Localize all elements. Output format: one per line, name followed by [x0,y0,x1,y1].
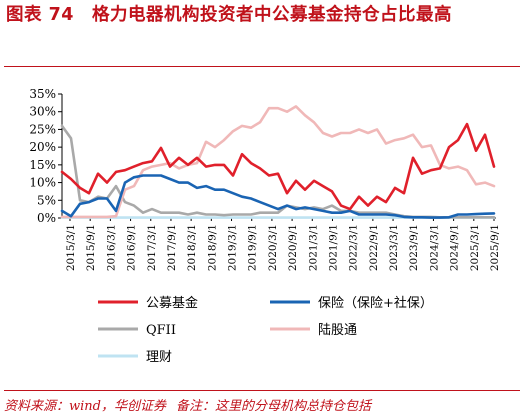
x-tick-label: 2024/3/1 [428,224,440,271]
y-tick-label: 30% [29,105,56,119]
x-tick-label: 2025/9/1 [489,224,501,271]
x-tick-label: 2016/9/1 [126,224,138,271]
x-tick-label: 2023/3/1 [388,224,400,271]
x-tick-label: 2023/9/1 [408,224,420,271]
x-tick-label: 2021/3/1 [307,224,319,271]
x-tick-label: 2025/3/1 [469,224,481,271]
series-line-insurance [60,174,496,219]
x-tick-label: 2022/3/1 [348,224,360,271]
x-tick-label: 2015/3/1 [65,224,77,271]
legend-label-wealth: 理财 [146,350,172,365]
legend-label-insurance: 保险（保险+社保） [318,295,433,311]
chart-title: 图表 74 格力电器机构投资者中公募基金持仓占比最高 [6,2,518,29]
note-text: 备注：这里的分母机构总持仓包括 [175,399,371,414]
x-tick-label: 2024/9/1 [449,224,461,271]
legend-label-fund: 公募基金 [146,295,198,311]
title-rule [4,66,520,67]
x-tick-label: 2016/3/1 [105,224,117,271]
legend-label-hk: 陆股通 [318,322,357,338]
series-line-hk [60,105,496,219]
series-line-fund [60,122,496,211]
y-tick-label: 5% [37,193,56,207]
x-tick-label: 2020/3/1 [267,224,279,271]
x-tick-label: 2019/3/1 [227,224,239,271]
footer: 资料来源：wind，华创证券 备注：这里的分母机构总持仓包括 [4,395,371,414]
figure-number: 图表 74 [6,5,74,25]
y-tick-label: 35% [29,87,56,101]
x-tick-label: 2021/9/1 [327,224,339,271]
x-tick-label: 2017/9/1 [166,224,178,271]
y-tick-label: 10% [29,176,56,190]
legend-label-qfii: QFII [146,323,176,338]
y-tick-label: 15% [29,158,56,172]
x-tick-label: 2018/9/1 [206,224,218,271]
x-tick-label: 2019/9/1 [247,224,259,271]
y-tick-label: 0% [37,211,56,225]
x-tick-label: 2022/9/1 [368,224,380,271]
y-tick-label: 25% [29,122,56,136]
x-tick-label: 2015/9/1 [85,224,97,271]
footer-rule [4,390,520,391]
x-tick-label: 2018/3/1 [186,224,198,271]
source-text: 资料来源：wind，华创证券 [4,399,166,414]
line-chart: 0% 5% 10% 15% 20% 25% 30% 35% 2015/3/1 2015/9/1 20… [29,87,501,365]
x-tick-label: 2020/9/1 [287,224,299,271]
x-tick-label: 2017/3/1 [146,224,158,271]
title-text: 格力电器机构投资者中公募基金持仓占比最高 [91,5,452,25]
y-tick-label: 20% [29,140,56,154]
